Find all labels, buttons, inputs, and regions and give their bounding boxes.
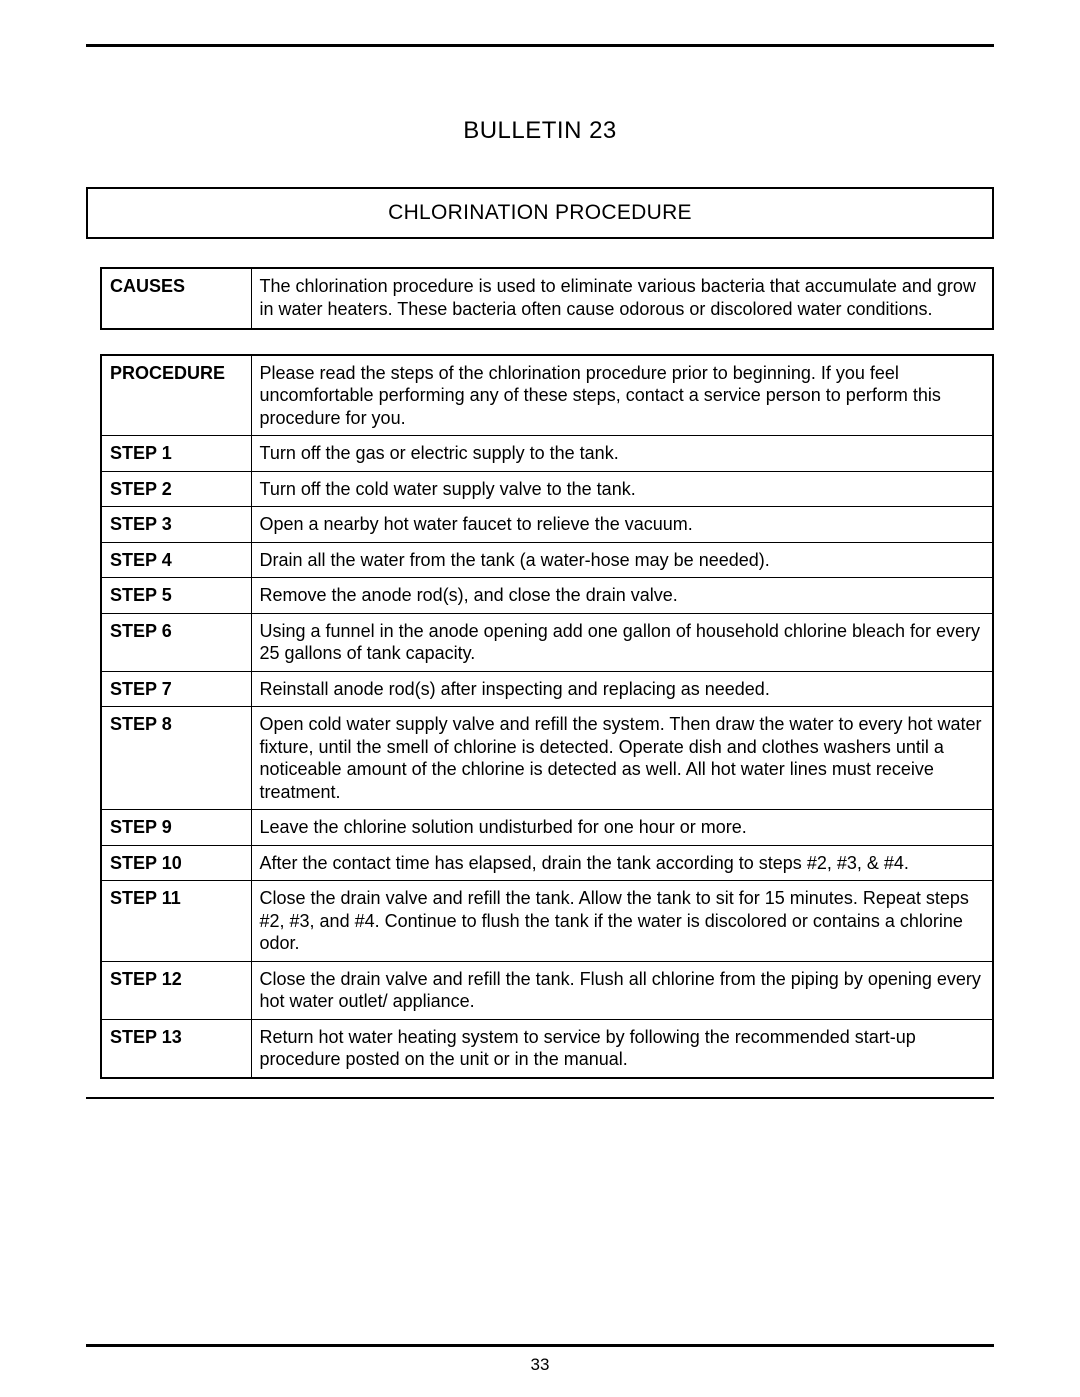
procedure-table: PROCEDURE Please read the steps of the c…	[100, 354, 994, 1079]
step-text: Remove the anode rod(s), and close the d…	[251, 578, 993, 614]
bulletin-title: BULLETIN 23	[86, 117, 994, 145]
section-title: CHLORINATION PROCEDURE	[86, 187, 994, 239]
table-row: STEP 12 Close the drain valve and refill…	[101, 961, 993, 1019]
table-row: STEP 13 Return hot water heating system …	[101, 1019, 993, 1078]
step-label: STEP 13	[101, 1019, 251, 1078]
table-row: STEP 7 Reinstall anode rod(s) after insp…	[101, 671, 993, 707]
step-label: STEP 4	[101, 542, 251, 578]
table-row: PROCEDURE Please read the steps of the c…	[101, 355, 993, 436]
causes-table: CAUSES The chlorination procedure is use…	[100, 267, 994, 330]
procedure-intro: Please read the steps of the chlorinatio…	[251, 355, 993, 436]
step-text: Turn off the gas or electric supply to t…	[251, 436, 993, 472]
step-label: STEP 6	[101, 613, 251, 671]
step-text: Leave the chlorine solution undisturbed …	[251, 810, 993, 846]
step-text: Open cold water supply valve and refill …	[251, 707, 993, 810]
table-row: STEP 2 Turn off the cold water supply va…	[101, 471, 993, 507]
procedure-label: PROCEDURE	[101, 355, 251, 436]
table-row: CAUSES The chlorination procedure is use…	[101, 268, 993, 329]
step-text: After the contact time has elapsed, drai…	[251, 845, 993, 881]
table-row: STEP 5 Remove the anode rod(s), and clos…	[101, 578, 993, 614]
step-label: STEP 3	[101, 507, 251, 543]
table-row: STEP 8 Open cold water supply valve and …	[101, 707, 993, 810]
step-text: Close the drain valve and refill the tan…	[251, 881, 993, 962]
table-row: STEP 3 Open a nearby hot water faucet to…	[101, 507, 993, 543]
table-row: STEP 9 Leave the chlorine solution undis…	[101, 810, 993, 846]
step-text: Return hot water heating system to servi…	[251, 1019, 993, 1078]
table-row: STEP 1 Turn off the gas or electric supp…	[101, 436, 993, 472]
step-label: STEP 7	[101, 671, 251, 707]
table-row: STEP 11 Close the drain valve and refill…	[101, 881, 993, 962]
step-label: STEP 5	[101, 578, 251, 614]
step-label: STEP 1	[101, 436, 251, 472]
table-row: STEP 4 Drain all the water from the tank…	[101, 542, 993, 578]
step-label: STEP 8	[101, 707, 251, 810]
bottom-rule	[86, 1097, 994, 1099]
top-rule	[86, 44, 994, 47]
causes-label: CAUSES	[101, 268, 251, 329]
step-label: STEP 12	[101, 961, 251, 1019]
page-number: 33	[0, 1355, 1080, 1375]
step-label: STEP 11	[101, 881, 251, 962]
step-text: Reinstall anode rod(s) after inspecting …	[251, 671, 993, 707]
step-text: Using a funnel in the anode opening add …	[251, 613, 993, 671]
table-row: STEP 6 Using a funnel in the anode openi…	[101, 613, 993, 671]
step-text: Drain all the water from the tank (a wat…	[251, 542, 993, 578]
step-label: STEP 10	[101, 845, 251, 881]
step-text: Close the drain valve and refill the tan…	[251, 961, 993, 1019]
step-label: STEP 9	[101, 810, 251, 846]
step-text: Open a nearby hot water faucet to reliev…	[251, 507, 993, 543]
page: BULLETIN 23 CHLORINATION PROCEDURE CAUSE…	[0, 0, 1080, 1397]
causes-text: The chlorination procedure is used to el…	[251, 268, 993, 329]
step-label: STEP 2	[101, 471, 251, 507]
footer-rule	[86, 1344, 994, 1347]
table-row: STEP 10 After the contact time has elaps…	[101, 845, 993, 881]
step-text: Turn off the cold water supply valve to …	[251, 471, 993, 507]
